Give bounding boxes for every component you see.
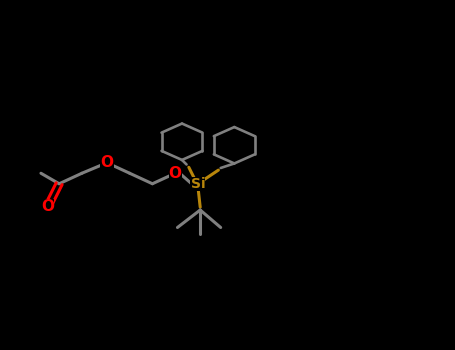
Text: O: O xyxy=(169,166,182,181)
Text: O: O xyxy=(101,155,113,170)
Text: O: O xyxy=(41,199,54,214)
Text: Si: Si xyxy=(191,177,205,191)
